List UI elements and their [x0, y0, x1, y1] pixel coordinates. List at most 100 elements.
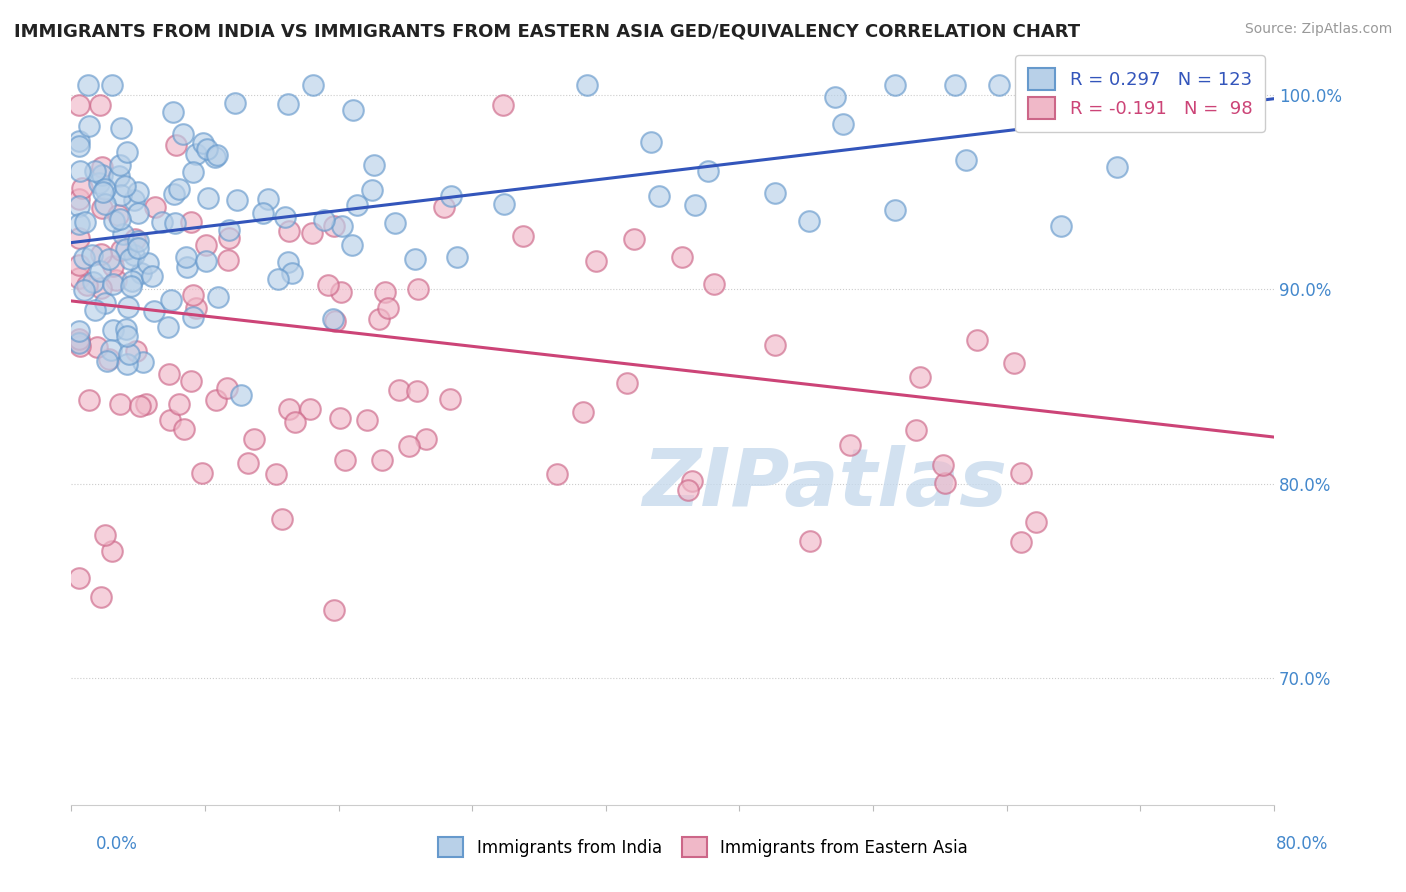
Point	[167, 181, 190, 195]
Point	[93, 185, 115, 199]
Point	[205, 148, 228, 162]
Point	[623, 232, 645, 246]
Point	[157, 368, 180, 382]
Point	[330, 219, 353, 233]
Point	[346, 197, 368, 211]
Point	[323, 602, 346, 616]
Point	[374, 285, 396, 300]
Text: 0.0%: 0.0%	[96, 835, 138, 853]
Point	[90, 281, 112, 295]
Point	[183, 165, 205, 179]
Point	[671, 250, 693, 264]
Point	[94, 527, 117, 541]
Point	[77, 392, 100, 407]
Point	[197, 191, 219, 205]
Point	[96, 354, 118, 368]
Point	[91, 160, 114, 174]
Point	[150, 215, 173, 229]
Point	[908, 370, 931, 384]
Point	[356, 413, 378, 427]
Point	[1105, 160, 1128, 174]
Point	[110, 188, 132, 202]
Point	[204, 392, 226, 407]
Text: ZIPatlas: ZIPatlas	[643, 445, 1008, 523]
Point	[433, 200, 456, 214]
Point	[406, 281, 429, 295]
Point	[167, 397, 190, 411]
Point	[84, 302, 107, 317]
Point	[384, 216, 406, 230]
Text: IMMIGRANTS FROM INDIA VS IMMIGRANTS FROM EASTERN ASIA GED/EQUIVALENCY CORRELATIO: IMMIGRANTS FROM INDIA VS IMMIGRANTS FROM…	[14, 22, 1080, 40]
Point	[415, 432, 437, 446]
Point	[67, 192, 90, 206]
Point	[136, 256, 159, 270]
Point	[100, 544, 122, 558]
Point	[277, 96, 299, 111]
Point	[267, 272, 290, 286]
Point	[132, 354, 155, 368]
Point	[110, 121, 132, 136]
Point	[546, 467, 568, 481]
Point	[186, 147, 208, 161]
Point	[218, 231, 240, 245]
Point	[114, 322, 136, 336]
Point	[120, 279, 142, 293]
Point	[278, 401, 301, 416]
Text: 80.0%: 80.0%	[1277, 835, 1329, 853]
Point	[335, 453, 357, 467]
Point	[89, 97, 111, 112]
Point	[173, 422, 195, 436]
Point	[121, 274, 143, 288]
Point	[703, 277, 725, 291]
Point	[118, 347, 141, 361]
Point	[90, 168, 112, 182]
Point	[115, 329, 138, 343]
Point	[301, 78, 323, 92]
Point	[108, 169, 131, 184]
Point	[67, 335, 90, 350]
Text: Source: ZipAtlas.com: Source: ZipAtlas.com	[1244, 22, 1392, 37]
Point	[512, 228, 534, 243]
Point	[340, 238, 363, 252]
Point	[955, 153, 977, 167]
Point	[195, 142, 218, 156]
Point	[156, 319, 179, 334]
Point	[439, 392, 461, 406]
Point	[93, 197, 115, 211]
Point	[107, 208, 129, 222]
Point	[86, 340, 108, 354]
Point	[82, 275, 104, 289]
Point	[180, 215, 202, 229]
Point	[93, 182, 115, 196]
Point	[194, 238, 217, 252]
Point	[446, 250, 468, 264]
Point	[934, 476, 956, 491]
Point	[163, 187, 186, 202]
Point	[67, 139, 90, 153]
Point	[100, 343, 122, 357]
Point	[799, 213, 821, 227]
Point	[103, 214, 125, 228]
Point	[398, 439, 420, 453]
Point	[943, 78, 966, 92]
Point	[172, 127, 194, 141]
Point	[67, 258, 90, 272]
Point	[129, 399, 152, 413]
Point	[322, 312, 344, 326]
Point	[70, 181, 93, 195]
Point	[330, 285, 353, 299]
Point	[1042, 78, 1064, 92]
Point	[89, 264, 111, 278]
Point	[73, 252, 96, 266]
Point	[76, 277, 98, 292]
Point	[90, 246, 112, 260]
Point	[298, 402, 321, 417]
Point	[904, 423, 927, 437]
Point	[114, 243, 136, 257]
Point	[283, 415, 305, 429]
Point	[264, 467, 287, 481]
Point	[89, 177, 111, 191]
Point	[440, 189, 463, 203]
Point	[67, 324, 90, 338]
Point	[640, 136, 662, 150]
